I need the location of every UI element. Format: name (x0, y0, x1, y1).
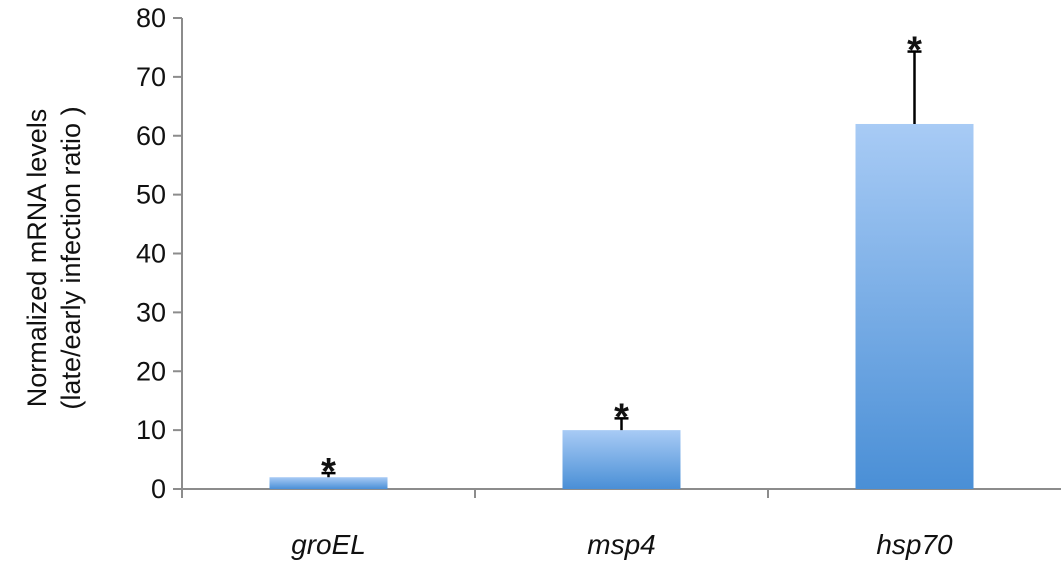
x-tick-label-hsp70: hsp70 (876, 529, 953, 560)
bar-hsp70 (855, 123, 974, 489)
y-tick-label: 50 (136, 180, 166, 210)
y-axis-title-line-1: Normalized mRNA levels (22, 109, 52, 408)
error-bars (321, 50, 922, 478)
y-tick-label: 60 (136, 121, 166, 151)
significance-markers: * * * (321, 30, 922, 494)
bar-groEL (269, 477, 388, 489)
significance-groEL: * (321, 451, 336, 493)
y-tick-label: 30 (136, 297, 166, 327)
bars (269, 123, 974, 489)
y-tick-label: 20 (136, 356, 166, 386)
significance-hsp70: * (907, 30, 922, 72)
y-axis-ticks: 0 10 20 30 40 50 60 70 80 (136, 3, 182, 504)
significance-msp4: * (614, 396, 629, 438)
y-tick-label: 40 (136, 239, 166, 269)
x-axis-labels: groEL msp4 hsp70 (291, 529, 953, 560)
y-tick-label: 70 (136, 62, 166, 92)
y-tick-label: 80 (136, 3, 166, 33)
x-tick-label-groEL: groEL (291, 529, 366, 560)
y-axis-title-line-2: (late/early infection ratio ) (56, 106, 86, 409)
bar-msp4 (562, 430, 681, 489)
y-tick-label: 10 (136, 415, 166, 445)
y-axis-title: Normalized mRNA levels (late/early infec… (22, 106, 86, 409)
y-tick-label: 0 (151, 474, 166, 504)
x-tick-label-msp4: msp4 (587, 529, 655, 560)
